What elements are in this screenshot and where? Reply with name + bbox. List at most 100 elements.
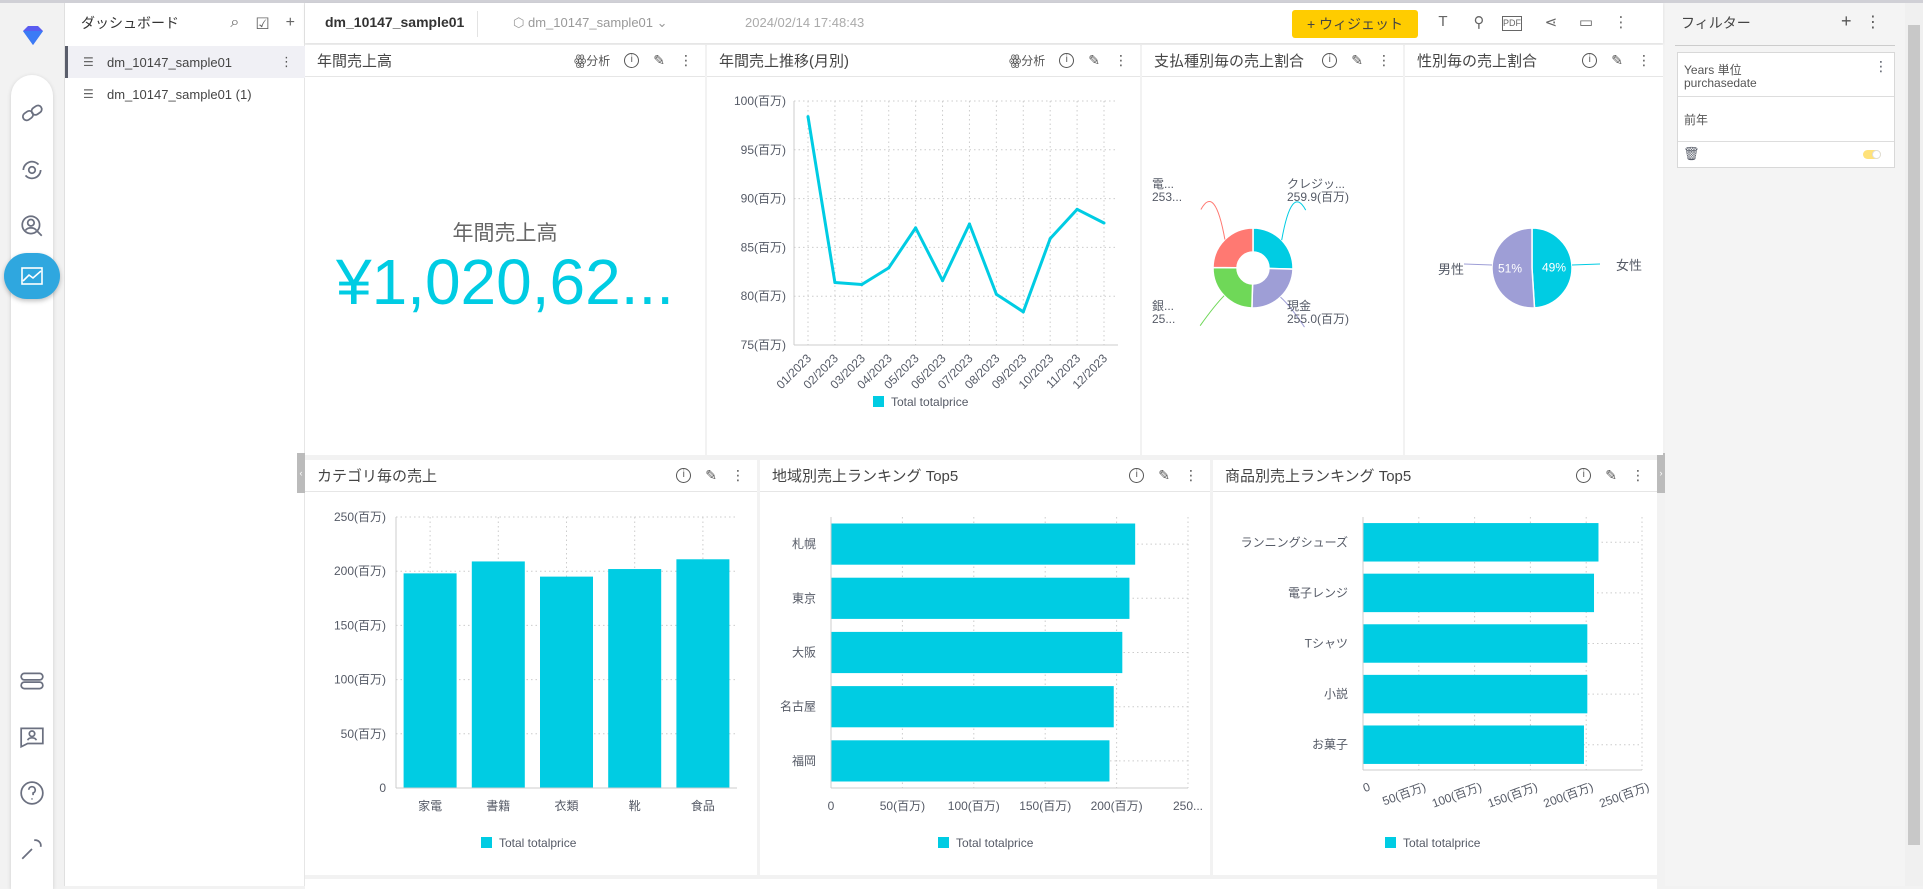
filter-card[interactable]: Years 単位 purchasedate ⋮ 前年 🗑 xyxy=(1677,52,1895,168)
info-icon[interactable]: i xyxy=(1129,468,1145,483)
slice-value: 255.0(百万) xyxy=(1287,312,1349,326)
add-icon[interactable]: + xyxy=(285,14,295,31)
filter-toggle[interactable] xyxy=(1863,150,1881,159)
dashboard-panel-title: ダッシュボード xyxy=(81,15,179,31)
edit-icon[interactable]: ✎ xyxy=(1611,52,1623,68)
y-tick-label: 85(百万) xyxy=(741,240,786,254)
more-icon[interactable]: ⋮ xyxy=(1613,14,1629,31)
x-tick-label: 0 xyxy=(828,799,835,813)
contact-icon[interactable] xyxy=(18,723,46,751)
more-icon[interactable]: ⋮ xyxy=(1377,52,1391,68)
kpi-label: 年間売上高 xyxy=(452,222,558,245)
checklist-icon[interactable]: ☑ xyxy=(255,16,270,33)
analyze-button[interactable]: ꙮ分析 xyxy=(573,52,611,68)
brush-icon[interactable]: ⚲ xyxy=(1473,14,1485,31)
datasource-select[interactable]: ⬡ dm_10147_sample01 ⌄ xyxy=(513,15,668,31)
info-icon[interactable]: i xyxy=(1059,53,1075,68)
data-point xyxy=(994,292,998,296)
x-tick-label: 200(百万) xyxy=(1091,799,1143,813)
y-tick-label: 250(百万) xyxy=(334,510,386,524)
analyze-button[interactable]: ꙮ分析 xyxy=(1008,52,1046,68)
more-icon[interactable]: ⋮ xyxy=(731,467,745,483)
trash-icon[interactable]: 🗑 xyxy=(1683,146,1700,161)
bar xyxy=(831,740,1110,782)
edit-icon[interactable]: ✎ xyxy=(1088,52,1100,68)
y-tick-label: 0 xyxy=(379,781,386,795)
more-icon[interactable]: ⋮ xyxy=(1114,52,1128,68)
pdf-icon[interactable]: PDF xyxy=(1502,16,1522,31)
storage-icon[interactable] xyxy=(18,667,46,695)
dashboard-item[interactable]: ☰ dm_10147_sample01 (1) xyxy=(65,78,305,110)
more-icon[interactable]: ⋮ xyxy=(280,54,293,69)
bar xyxy=(1363,523,1599,562)
x-tick-label: 50(百万) xyxy=(1380,780,1427,809)
edit-icon[interactable]: ✎ xyxy=(653,52,665,68)
data-point xyxy=(887,266,891,270)
widget-title: 年間売上高 xyxy=(317,53,393,70)
chevron-down-icon: ⌄ xyxy=(653,15,668,30)
widget-region: 地域別売上ランキング Top5 i ✎ ⋮ 0 50(百万) 100(百万) 150(百万… xyxy=(760,460,1210,875)
horizontal-bar-chart: 0 50(百万) 100(百万) 150(百万) 200(百万) 250... 札幌東京大阪… xyxy=(780,517,1203,850)
dashboard-panel-header: ダッシュボード ⌕ ☑ + xyxy=(65,3,305,43)
dashboard-item-label: dm_10147_sample01 (1) xyxy=(107,86,252,102)
y-tick-label: 50(百万) xyxy=(341,727,386,741)
collapse-right-handle[interactable]: › xyxy=(1657,453,1665,493)
edit-icon[interactable]: ✎ xyxy=(705,467,717,483)
slice-label: 銀... xyxy=(1152,299,1174,313)
owl-icon: ꙮ xyxy=(573,52,587,68)
text-icon[interactable]: T xyxy=(1438,13,1448,30)
more-icon[interactable]: ⋮ xyxy=(1865,14,1881,31)
logo-icon[interactable] xyxy=(20,23,46,49)
legend-swatch xyxy=(873,396,884,407)
bar xyxy=(831,577,1130,619)
collapse-left-handle[interactable]: ‹ xyxy=(297,453,305,493)
link-icon[interactable] xyxy=(18,99,46,127)
series-line xyxy=(806,116,1105,314)
filter-panel: フィルター + ⋮ Years 単位 purchasedate ⋮ 前年 🗑 xyxy=(1665,3,1905,886)
filter-card-field: purchasedate xyxy=(1684,76,1757,90)
more-icon[interactable]: ⋮ xyxy=(679,52,693,68)
y-tick-label: 75(百万) xyxy=(741,338,786,352)
search-icon[interactable]: ⌕ xyxy=(230,14,240,31)
leader-line xyxy=(1280,296,1305,328)
y-tick-label: Tシャツ xyxy=(1305,637,1348,651)
scrollbar[interactable] xyxy=(1905,3,1923,886)
add-filter-icon[interactable]: + xyxy=(1841,11,1852,31)
chart-icon[interactable] xyxy=(4,253,60,299)
help-icon[interactable] xyxy=(18,779,46,807)
edit-icon[interactable]: ✎ xyxy=(1351,52,1363,68)
legend-label: Total totalprice xyxy=(956,836,1034,850)
info-icon[interactable]: i xyxy=(624,53,640,68)
slice-label: 女性 xyxy=(1616,258,1642,273)
edit-icon[interactable]: ✎ xyxy=(1605,467,1617,483)
slice-value: 253... xyxy=(1152,190,1182,204)
y-tick-label: 95(百万) xyxy=(741,143,786,157)
info-icon[interactable]: i xyxy=(1582,53,1598,68)
add-widget-button[interactable]: + ウィジェット xyxy=(1292,10,1418,38)
more-icon[interactable]: ⋮ xyxy=(1637,52,1651,68)
info-icon[interactable]: i xyxy=(1322,53,1338,68)
widget-payment: 支払種別毎の売上割合 i ✎ ⋮ クレジッ... 259.9(百万) 現金 255.0(百… xyxy=(1142,45,1403,455)
user-search-icon[interactable] xyxy=(18,212,46,240)
wrench-icon[interactable] xyxy=(18,835,46,863)
dashboard-item[interactable]: ☰ dm_10147_sample01 ⋮ xyxy=(65,46,305,78)
info-icon[interactable]: i xyxy=(1576,468,1592,483)
settings-sync-icon[interactable] xyxy=(18,156,46,184)
more-icon[interactable]: ⋮ xyxy=(1874,58,1888,74)
x-tick-label: 靴 xyxy=(629,799,641,813)
more-icon[interactable]: ⋮ xyxy=(1631,467,1645,483)
more-icon[interactable]: ⋮ xyxy=(1184,467,1198,483)
x-tick-label: 150(百万) xyxy=(1486,780,1540,811)
filter-card-value[interactable]: 前年 xyxy=(1684,113,1709,127)
legend-swatch xyxy=(1385,837,1396,848)
info-icon[interactable]: i xyxy=(676,468,692,483)
bar xyxy=(1363,674,1588,714)
owl-icon: ꙮ xyxy=(1008,52,1022,68)
scrollbar-thumb[interactable] xyxy=(1908,25,1920,845)
x-tick-label: 250(百万) xyxy=(1597,780,1651,811)
monitor-icon[interactable]: ▭ xyxy=(1578,14,1594,31)
edit-icon[interactable]: ✎ xyxy=(1158,467,1170,483)
share-icon[interactable]: ⋖ xyxy=(1544,14,1558,31)
x-tick-label: 家電 xyxy=(418,798,442,813)
y-tick-label: 電子レンジ xyxy=(1288,586,1348,600)
